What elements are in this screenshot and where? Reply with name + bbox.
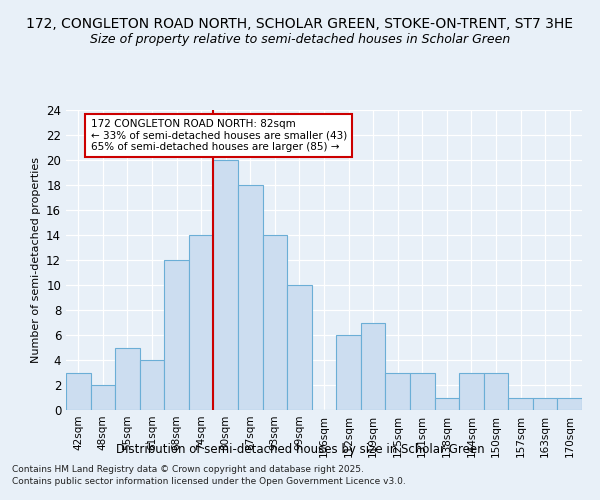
Bar bbox=[434, 398, 459, 410]
Bar bbox=[361, 322, 385, 410]
Text: Contains HM Land Registry data © Crown copyright and database right 2025.: Contains HM Land Registry data © Crown c… bbox=[12, 465, 364, 474]
Bar bbox=[533, 398, 557, 410]
Bar bbox=[484, 372, 508, 410]
Text: Size of property relative to semi-detached houses in Scholar Green: Size of property relative to semi-detach… bbox=[90, 32, 510, 46]
Bar bbox=[336, 335, 361, 410]
Bar bbox=[66, 372, 91, 410]
Text: 172, CONGLETON ROAD NORTH, SCHOLAR GREEN, STOKE-ON-TRENT, ST7 3HE: 172, CONGLETON ROAD NORTH, SCHOLAR GREEN… bbox=[26, 18, 574, 32]
Bar bbox=[189, 235, 214, 410]
Bar bbox=[91, 385, 115, 410]
Text: Distribution of semi-detached houses by size in Scholar Green: Distribution of semi-detached houses by … bbox=[116, 442, 484, 456]
Bar bbox=[557, 398, 582, 410]
Text: Contains public sector information licensed under the Open Government Licence v3: Contains public sector information licen… bbox=[12, 478, 406, 486]
Bar bbox=[410, 372, 434, 410]
Y-axis label: Number of semi-detached properties: Number of semi-detached properties bbox=[31, 157, 41, 363]
Bar bbox=[287, 285, 312, 410]
Bar bbox=[263, 235, 287, 410]
Bar bbox=[115, 348, 140, 410]
Bar bbox=[385, 372, 410, 410]
Bar bbox=[164, 260, 189, 410]
Bar bbox=[459, 372, 484, 410]
Bar bbox=[214, 160, 238, 410]
Text: 172 CONGLETON ROAD NORTH: 82sqm
← 33% of semi-detached houses are smaller (43)
6: 172 CONGLETON ROAD NORTH: 82sqm ← 33% of… bbox=[91, 118, 347, 152]
Bar bbox=[140, 360, 164, 410]
Bar bbox=[508, 398, 533, 410]
Bar bbox=[238, 185, 263, 410]
